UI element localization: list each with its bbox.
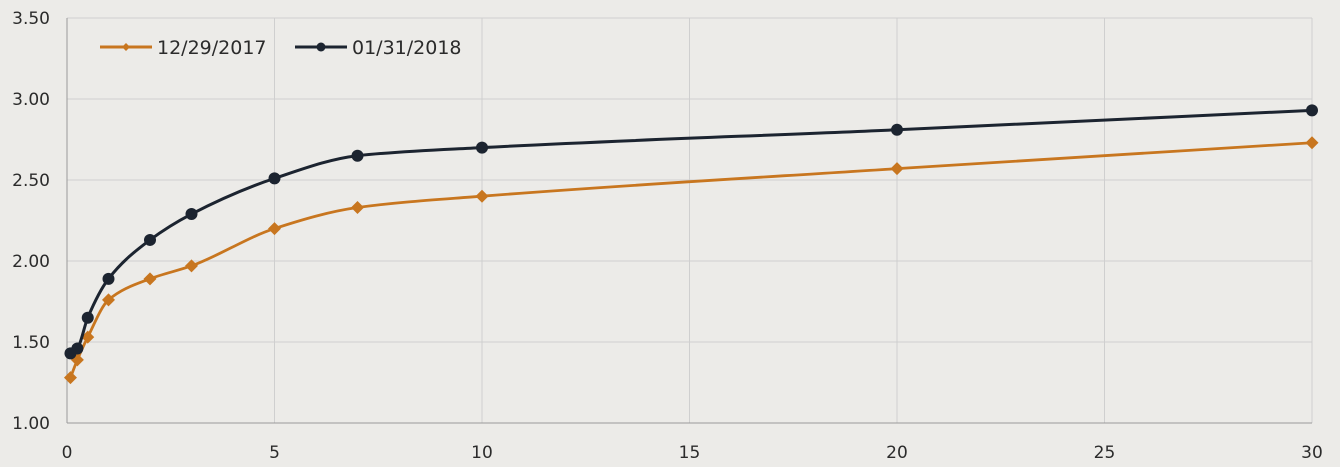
x-tick-label: 15 bbox=[679, 443, 701, 463]
data-point bbox=[1305, 136, 1319, 150]
x-tick-label: 10 bbox=[471, 443, 493, 463]
data-point bbox=[102, 293, 115, 307]
legend-label: 01/31/2018 bbox=[352, 37, 462, 59]
y-tick-label: 3.50 bbox=[12, 9, 50, 29]
y-tick-label: 2.50 bbox=[12, 171, 50, 191]
x-tick-label: 0 bbox=[62, 443, 73, 463]
series-layer bbox=[63, 104, 1319, 385]
legend: 12/29/2017 01/31/2018 bbox=[100, 37, 462, 59]
data-point bbox=[144, 233, 156, 246]
data-point bbox=[102, 272, 115, 285]
x-tick-label: 5 bbox=[269, 443, 280, 463]
series-2 bbox=[64, 104, 1318, 360]
data-point bbox=[475, 189, 489, 203]
data-point bbox=[891, 123, 903, 136]
y-tick-label: 1.50 bbox=[12, 333, 50, 353]
legend-label: 12/29/2017 bbox=[157, 37, 267, 59]
axes: 0 5 10 15 20 25 30 1.00 1.50 2.00 2.50 3.00 3.50 bbox=[12, 9, 1323, 463]
data-point bbox=[81, 330, 95, 344]
y-tick-label: 2.00 bbox=[12, 252, 50, 272]
y-tick-label: 1.00 bbox=[12, 414, 50, 434]
legend-marker bbox=[122, 43, 130, 51]
data-point bbox=[476, 141, 488, 154]
x-tick-label: 20 bbox=[886, 443, 908, 463]
data-point bbox=[890, 162, 904, 176]
data-point bbox=[143, 272, 157, 286]
data-point bbox=[185, 259, 198, 273]
data-point bbox=[268, 172, 281, 185]
x-tick-label: 25 bbox=[1094, 443, 1116, 463]
x-tick-label: 30 bbox=[1301, 443, 1323, 463]
y-tick-label: 3.00 bbox=[12, 90, 50, 110]
data-point bbox=[268, 222, 281, 236]
data-point bbox=[351, 149, 364, 162]
data-point bbox=[81, 311, 94, 324]
data-point bbox=[351, 201, 364, 215]
data-point bbox=[71, 342, 84, 355]
legend-marker bbox=[316, 42, 326, 52]
series-1 bbox=[63, 136, 1319, 385]
data-point bbox=[1306, 104, 1318, 117]
data-point bbox=[63, 371, 77, 385]
data-point bbox=[185, 208, 198, 221]
